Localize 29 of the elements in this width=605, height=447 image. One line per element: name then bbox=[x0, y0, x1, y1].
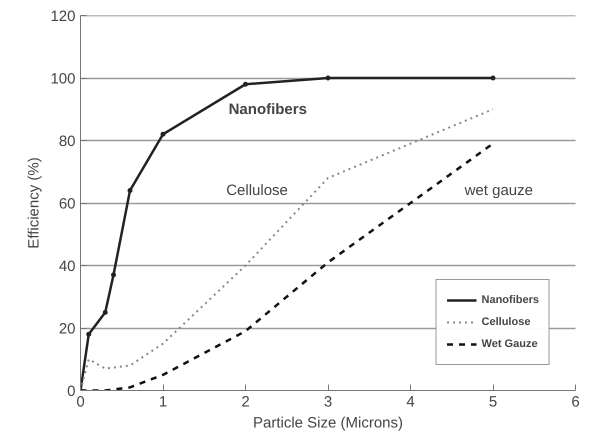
x-tick-label: 1 bbox=[158, 394, 168, 410]
point bbox=[86, 332, 92, 337]
point bbox=[490, 76, 496, 80]
y-tick-label: 120 bbox=[50, 8, 76, 25]
point bbox=[102, 310, 108, 315]
x-tick-label: 3 bbox=[324, 394, 332, 410]
y-tick-label: 20 bbox=[58, 320, 76, 338]
point bbox=[326, 76, 330, 80]
annotation: Cellulose bbox=[226, 182, 288, 199]
legend-label: Wet Gauze bbox=[482, 338, 538, 350]
x-tick-label: 6 bbox=[571, 394, 580, 410]
y-axis-title: Efficiency (%) bbox=[25, 157, 42, 249]
point bbox=[160, 132, 166, 137]
point bbox=[111, 272, 116, 278]
y-tick-label: 100 bbox=[50, 70, 76, 88]
x-axis-title: Particle Size (Microns) bbox=[252, 414, 404, 432]
point bbox=[128, 188, 132, 193]
annotation: wet gauze bbox=[464, 182, 533, 199]
y-tick-label: 80 bbox=[58, 133, 76, 150]
y-tick-label: 0 bbox=[67, 383, 76, 400]
legend-label: Nanofibers bbox=[482, 294, 539, 306]
x-tick-label: 2 bbox=[241, 394, 250, 410]
legend-label: Cellulose bbox=[482, 316, 530, 328]
point bbox=[243, 82, 248, 87]
x-tick-label: 4 bbox=[406, 394, 415, 410]
y-tick-label: 40 bbox=[58, 258, 76, 275]
y-tick-label: 60 bbox=[58, 196, 76, 212]
x-tick-label: 5 bbox=[488, 394, 498, 410]
annotation: Nanofibers bbox=[228, 100, 307, 118]
